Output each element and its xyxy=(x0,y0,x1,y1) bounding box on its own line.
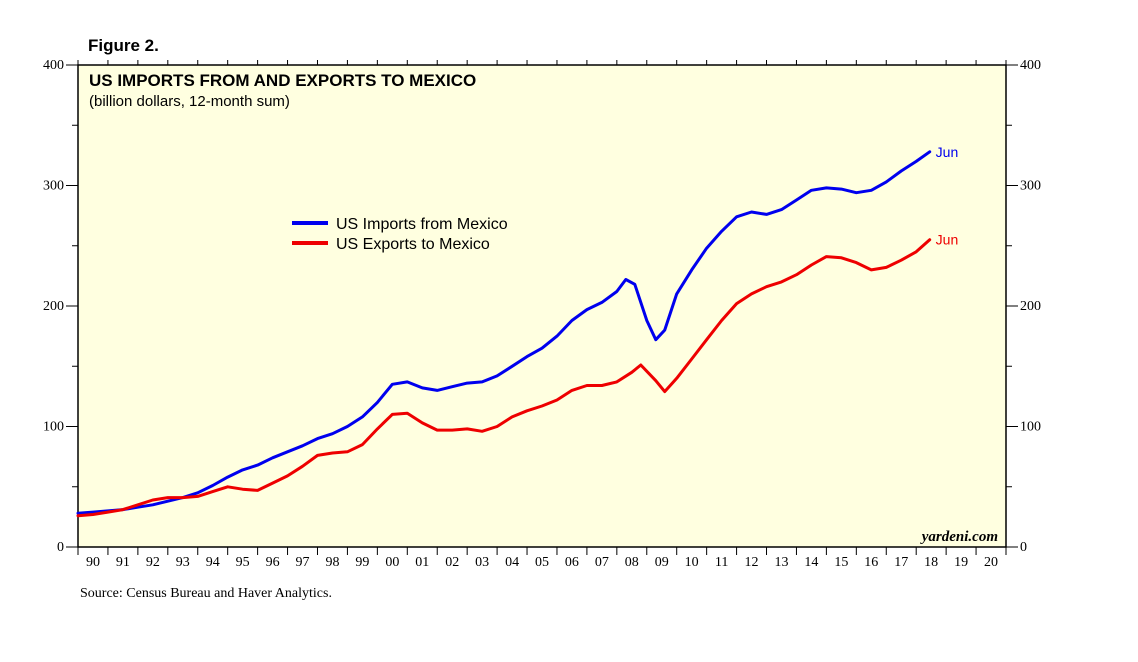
y-tick-label-right: 400 xyxy=(1020,58,1041,73)
plot-area xyxy=(77,64,1007,548)
x-tick-label: 15 xyxy=(834,555,848,570)
legend: US Imports from Mexico US Exports to Mex… xyxy=(292,216,508,253)
y-tick-label-right: 200 xyxy=(1020,299,1041,314)
source-note: Source: Census Bureau and Haver Analytic… xyxy=(80,586,332,601)
x-tick-label: 20 xyxy=(984,555,998,570)
x-tick-label: 90 xyxy=(86,555,100,570)
x-tick-label: 16 xyxy=(864,555,878,570)
legend-label-exports: US Exports to Mexico xyxy=(336,236,490,253)
y-tick-label-right: 0 xyxy=(1020,540,1027,555)
x-tick-label: 02 xyxy=(445,555,459,570)
x-tick-label: 03 xyxy=(475,555,489,570)
x-tick-label: 09 xyxy=(655,555,669,570)
y-tick-label-left: 300 xyxy=(43,179,64,194)
watermark: yardeni.com xyxy=(920,529,998,545)
legend-label-imports: US Imports from Mexico xyxy=(336,216,508,233)
x-tick-label: 91 xyxy=(116,555,130,570)
x-tick-label: 99 xyxy=(355,555,369,570)
x-tick-label: 95 xyxy=(236,555,250,570)
x-tick-label: 01 xyxy=(415,555,429,570)
x-tick-label: 98 xyxy=(325,555,339,570)
y-tick-label-right: 300 xyxy=(1020,179,1041,194)
figure-label: Figure 2. xyxy=(88,36,159,55)
x-tick-label: 11 xyxy=(715,555,728,570)
x-tick-label: 18 xyxy=(924,555,938,570)
x-tick-label: 07 xyxy=(595,555,609,570)
x-tick-label: 17 xyxy=(894,555,908,570)
x-tick-label: 12 xyxy=(745,555,759,570)
x-tick-label: 13 xyxy=(774,555,788,570)
series-line-imports xyxy=(76,150,932,515)
x-tick-label: 92 xyxy=(146,555,160,570)
x-tick-label: 96 xyxy=(266,555,280,570)
x-tick-label: 00 xyxy=(385,555,399,570)
end-label-exports: Jun xyxy=(936,232,959,248)
x-tick-label: 94 xyxy=(206,555,220,570)
end-label-imports: Jun xyxy=(936,144,959,160)
x-tick-label: 06 xyxy=(565,555,579,570)
x-tick-label: 05 xyxy=(535,555,549,570)
chart-title: US IMPORTS FROM AND EXPORTS TO MEXICO xyxy=(89,71,476,90)
x-tick-label: 93 xyxy=(176,555,190,570)
y-tick-label-left: 400 xyxy=(43,58,64,73)
y-tick-label-left: 200 xyxy=(43,299,64,314)
y-tick-label-left: 100 xyxy=(43,420,64,435)
y-tick-label-right: 100 xyxy=(1020,420,1041,435)
x-tick-label: 08 xyxy=(625,555,639,570)
x-tick-label: 04 xyxy=(505,555,519,570)
x-tick-label: 14 xyxy=(804,555,818,570)
x-tick-label: 10 xyxy=(685,555,699,570)
x-tick-label: 97 xyxy=(296,555,310,570)
series-line-exports xyxy=(76,238,932,518)
x-tick-label: 19 xyxy=(954,555,968,570)
chart-subtitle: (billion dollars, 12-month sum) xyxy=(89,93,290,110)
y-tick-label-left: 0 xyxy=(57,540,64,555)
